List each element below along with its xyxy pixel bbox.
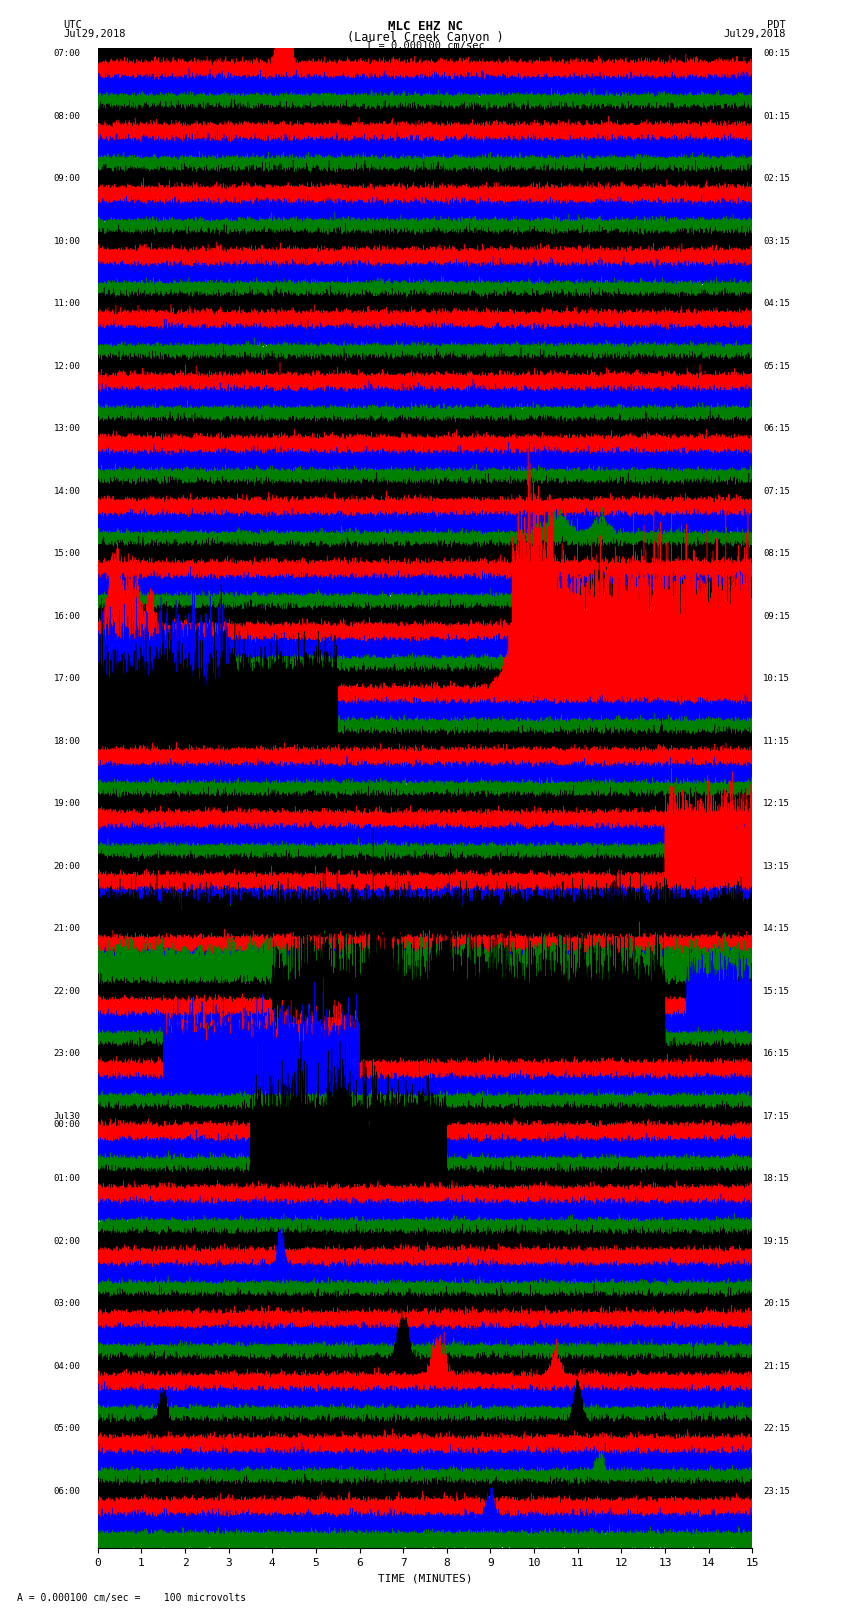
Text: 02:15: 02:15 [763,174,790,184]
Text: 17:00: 17:00 [54,674,80,684]
Text: I = 0.000100 cm/sec: I = 0.000100 cm/sec [366,40,484,52]
Text: 20:15: 20:15 [763,1298,790,1308]
Text: UTC: UTC [64,19,82,31]
Text: 15:00: 15:00 [54,548,80,558]
Text: 08:15: 08:15 [763,548,790,558]
Text: 21:00: 21:00 [54,924,80,934]
Text: 10:15: 10:15 [763,674,790,684]
Text: 18:15: 18:15 [763,1174,790,1184]
Text: 10:00: 10:00 [54,237,80,245]
Text: 07:00: 07:00 [54,48,80,58]
Text: 00:15: 00:15 [763,48,790,58]
Text: (Laurel Creek Canyon ): (Laurel Creek Canyon ) [347,31,503,44]
Text: 04:15: 04:15 [763,298,790,308]
Text: 11:00: 11:00 [54,298,80,308]
Text: 09:00: 09:00 [54,174,80,184]
Text: 15:15: 15:15 [763,987,790,995]
Text: 05:15: 05:15 [763,361,790,371]
Text: 12:15: 12:15 [763,798,790,808]
Text: 09:15: 09:15 [763,611,790,621]
Text: PDT: PDT [768,19,786,31]
Text: 12:00: 12:00 [54,361,80,371]
Text: 13:00: 13:00 [54,424,80,434]
Text: 16:15: 16:15 [763,1048,790,1058]
Text: 05:00: 05:00 [54,1424,80,1434]
Text: 19:00: 19:00 [54,798,80,808]
Text: 03:15: 03:15 [763,237,790,245]
Text: 06:00: 06:00 [54,1487,80,1495]
Text: 23:00: 23:00 [54,1048,80,1058]
Text: 04:00: 04:00 [54,1361,80,1371]
Text: 01:00: 01:00 [54,1174,80,1184]
Text: 01:15: 01:15 [763,111,790,121]
Text: A = 0.000100 cm/sec =    100 microvolts: A = 0.000100 cm/sec = 100 microvolts [17,1594,246,1603]
Text: 14:00: 14:00 [54,487,80,495]
Text: 07:15: 07:15 [763,487,790,495]
Text: MLC EHZ NC: MLC EHZ NC [388,19,462,34]
Text: 19:15: 19:15 [763,1237,790,1245]
Text: 20:00: 20:00 [54,861,80,871]
Text: 21:15: 21:15 [763,1361,790,1371]
Text: 03:00: 03:00 [54,1298,80,1308]
Text: 18:00: 18:00 [54,737,80,745]
Text: 13:15: 13:15 [763,861,790,871]
Text: 22:15: 22:15 [763,1424,790,1434]
Text: 02:00: 02:00 [54,1237,80,1245]
Text: Jul30: Jul30 [54,1111,80,1121]
Text: 06:15: 06:15 [763,424,790,434]
Text: 11:15: 11:15 [763,737,790,745]
Text: 14:15: 14:15 [763,924,790,934]
Text: Jul29,2018: Jul29,2018 [723,29,786,39]
Text: Jul29,2018: Jul29,2018 [64,29,127,39]
X-axis label: TIME (MINUTES): TIME (MINUTES) [377,1574,473,1584]
Text: 23:15: 23:15 [763,1487,790,1495]
Text: 17:15: 17:15 [763,1111,790,1121]
Text: 22:00: 22:00 [54,987,80,995]
Text: 16:00: 16:00 [54,611,80,621]
Text: 00:00: 00:00 [54,1121,80,1129]
Text: 08:00: 08:00 [54,111,80,121]
